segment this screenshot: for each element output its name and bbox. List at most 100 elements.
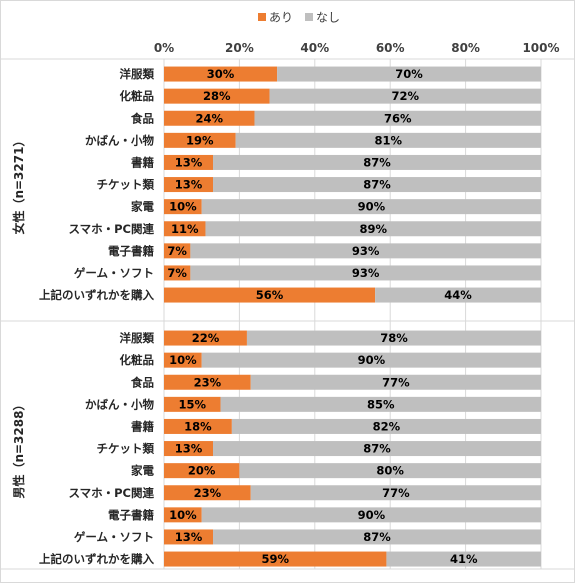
bar-ari (164, 265, 191, 281)
bar-ari (164, 287, 376, 303)
data-label-ari: 18% (184, 419, 212, 433)
data-label-nashi: 44% (444, 288, 472, 302)
bar-ari (164, 66, 278, 82)
data-label-ari: 22% (192, 331, 220, 345)
bar-nashi (375, 287, 541, 303)
data-label-nashi: 87% (363, 178, 391, 192)
data-label-ari: 7% (167, 266, 187, 280)
bar-nashi (213, 529, 541, 545)
data-label-nashi: 82% (373, 419, 401, 433)
category-label: かばん・小物 (85, 133, 154, 147)
x-tick-label: 80% (451, 41, 480, 55)
category-label: 食品 (131, 375, 154, 389)
bar-ari (164, 529, 214, 545)
data-label-nashi: 87% (363, 442, 391, 456)
category-label: かばん・小物 (85, 397, 154, 411)
bar-nashi (201, 352, 541, 368)
bar-nashi (190, 243, 541, 259)
data-label-nashi: 93% (352, 266, 380, 280)
legend-label-nashi: なし (316, 11, 340, 25)
group-labels: 女性（n=3271） 男性（n=3288） (11, 135, 26, 499)
data-label-nashi: 41% (450, 552, 478, 566)
data-label-ari: 15% (179, 397, 207, 411)
bar-ari (164, 418, 232, 434)
x-tick-label: 40% (300, 41, 329, 55)
bar-ari (164, 374, 251, 390)
data-label-ari: 23% (194, 375, 222, 389)
data-label-ari: 24% (195, 111, 223, 125)
category-label: 書籍 (131, 419, 154, 433)
data-label-nashi: 78% (380, 331, 408, 345)
data-label-nashi: 89% (359, 222, 387, 236)
category-label: ゲーム・ソフト (74, 266, 154, 280)
bar-nashi (239, 463, 541, 479)
x-tick-label: 0% (154, 41, 174, 55)
bar-ari (164, 243, 191, 259)
data-label-ari: 56% (256, 288, 284, 302)
category-label: スマホ・PC関連 (68, 486, 154, 500)
data-label-nashi: 90% (358, 353, 386, 367)
bar-ari (164, 199, 202, 215)
bar-ari (164, 396, 221, 412)
data-label-nashi: 76% (384, 111, 412, 125)
bar-nashi (190, 265, 541, 281)
bar-ari (164, 177, 214, 193)
bar-nashi (231, 418, 542, 434)
bar-nashi (269, 88, 541, 104)
x-tick-label: 20% (225, 41, 254, 55)
bars: 30% 70% 28% 72% 24% 76% 19% 81% 13% 87% 13% 87% 10% 9… (164, 66, 542, 567)
group-label: 男性（n=3288） (11, 399, 26, 499)
data-label-nashi: 87% (363, 155, 391, 169)
legend-swatch-ari (258, 13, 266, 21)
data-label-nashi: 93% (352, 244, 380, 258)
data-label-nashi: 85% (367, 397, 395, 411)
category-label: 家電 (131, 464, 154, 478)
category-labels: 洋服類化粧品食品かばん・小物書籍チケット類家電スマホ・PC関連電子書籍ゲーム・ソ… (39, 67, 154, 566)
bar-ari (164, 221, 206, 237)
x-tick-label: 60% (376, 41, 405, 55)
category-label: 食品 (131, 111, 154, 125)
bar-nashi (205, 221, 541, 237)
bar-nashi (246, 330, 541, 346)
bar-ari (164, 88, 270, 104)
data-label-nashi: 72% (392, 89, 420, 103)
data-label-ari: 10% (169, 200, 197, 214)
bar-ari (164, 507, 202, 523)
x-tick-label: 100% (522, 41, 559, 55)
bar-nashi (277, 66, 541, 82)
data-label-nashi: 90% (358, 508, 386, 522)
bar-nashi (250, 374, 541, 390)
bar-nashi (254, 110, 542, 126)
category-label: チケット類 (97, 178, 155, 192)
bar-ari (164, 485, 251, 501)
category-label: 上記のいずれかを購入 (39, 288, 154, 302)
bar-ari (164, 330, 247, 346)
data-label-ari: 13% (175, 442, 203, 456)
data-label-ari: 19% (186, 133, 214, 147)
data-label-ari: 28% (203, 89, 231, 103)
bar-ari (164, 352, 202, 368)
data-label-nashi: 70% (395, 67, 423, 81)
data-label-nashi: 81% (375, 133, 403, 147)
data-label-nashi: 77% (382, 486, 410, 500)
category-label: 書籍 (131, 155, 154, 169)
category-label: 洋服類 (120, 331, 155, 345)
bar-nashi (220, 396, 542, 412)
category-label: 電子書籍 (108, 244, 154, 258)
bar-ari (164, 463, 240, 479)
category-label: 化粧品 (120, 89, 155, 103)
legend-label-ari: あり (269, 11, 293, 25)
bar-ari (164, 551, 387, 567)
category-label: 家電 (131, 200, 154, 214)
category-label: 上記のいずれかを購入 (39, 552, 154, 566)
bar-nashi (235, 132, 541, 148)
data-label-ari: 10% (169, 508, 197, 522)
bar-nashi (213, 441, 541, 457)
data-label-ari: 13% (175, 530, 203, 544)
data-label-ari: 13% (175, 155, 203, 169)
data-label-ari: 20% (188, 464, 216, 478)
bar-nashi (201, 507, 541, 523)
bar-nashi (213, 154, 541, 170)
category-label: スマホ・PC関連 (68, 222, 154, 236)
